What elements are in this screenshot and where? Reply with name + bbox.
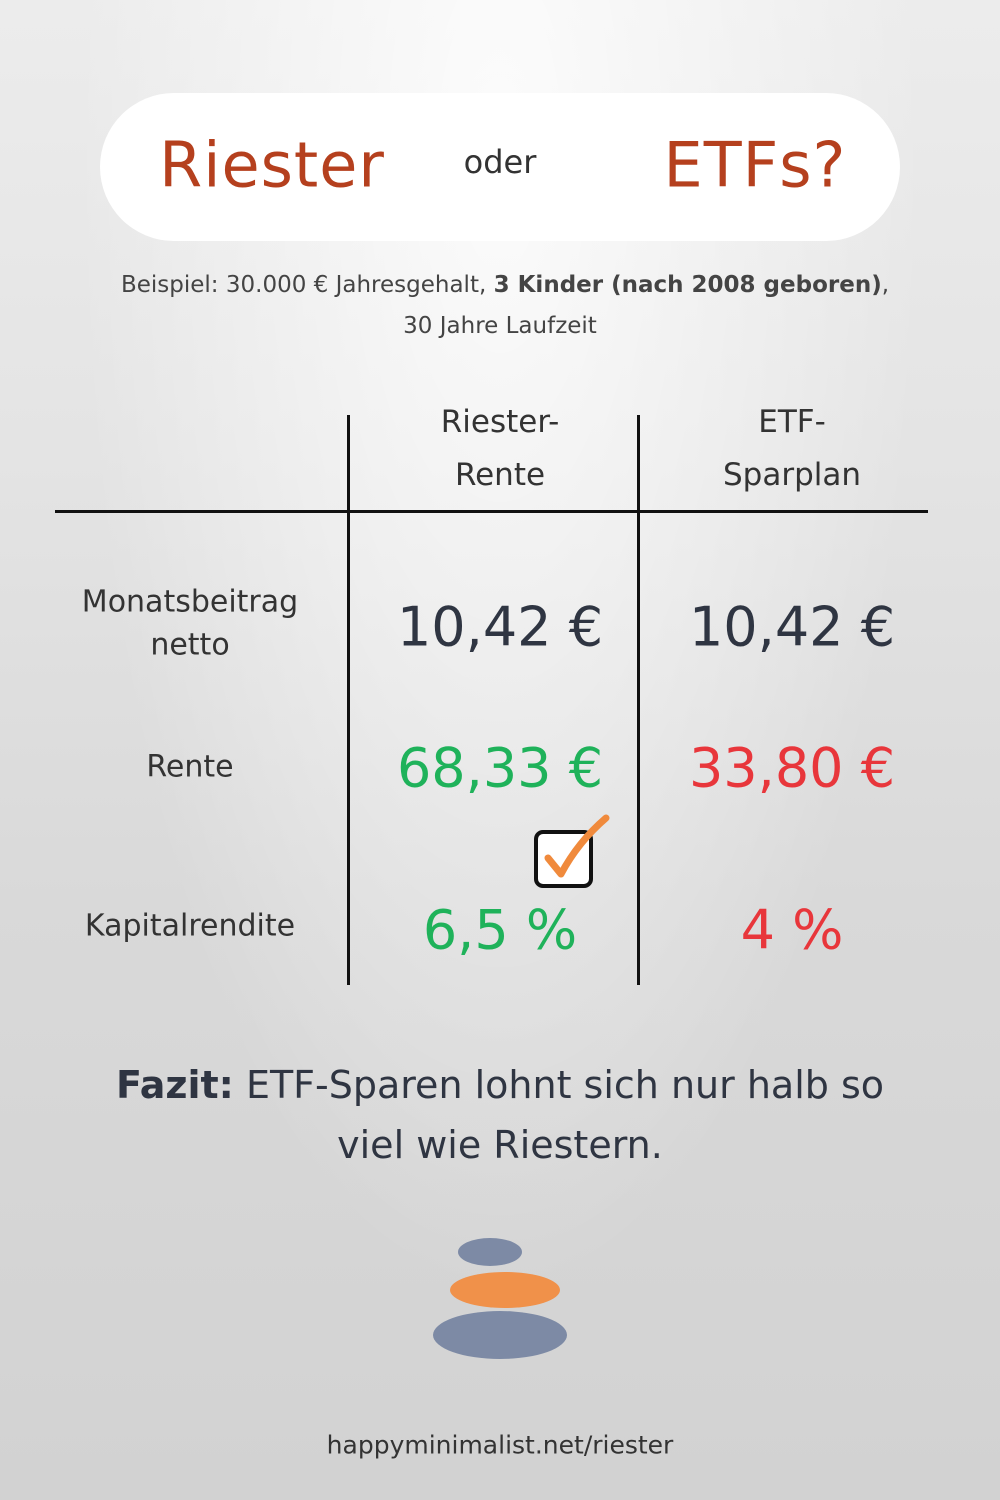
row-label: Monatsbeitrag xyxy=(81,584,299,620)
table-divider xyxy=(347,415,350,985)
title-left: Riester xyxy=(159,128,385,202)
column-header: Sparplan xyxy=(722,457,862,493)
stones-logo xyxy=(433,1238,567,1359)
subtitle-bold: 3 Kinder (nach 2008 geboren) xyxy=(493,272,882,298)
table-divider xyxy=(637,415,640,985)
cell-value: 6,5 % xyxy=(422,898,578,962)
footer-url: happyminimalist.net/riester xyxy=(326,1430,674,1460)
subtitle-line: 30 Jahre Laufzeit xyxy=(403,313,597,339)
conclusion: Fazit: ETF-Sparen lohnt sich nur halb so… xyxy=(90,1055,910,1175)
subtitle-text: Beispiel: 30.000 € Jahresgehalt, xyxy=(120,272,494,298)
cell-value: 10,42 € xyxy=(396,595,604,659)
column-header: ETF- xyxy=(758,404,826,440)
column-header: Rente xyxy=(454,457,546,493)
title-pill xyxy=(100,93,900,241)
cell-value: 10,42 € xyxy=(688,595,896,659)
row-label: netto xyxy=(150,627,230,663)
cell-value: 4 % xyxy=(740,898,844,962)
conclusion-text: ETF-Sparen lohnt sich nur halb so viel w… xyxy=(245,1063,885,1167)
title-middle: oder xyxy=(463,143,537,181)
conclusion-label: Fazit: xyxy=(115,1063,234,1107)
cell-value: 68,33 € xyxy=(396,736,604,800)
table-divider xyxy=(55,510,928,513)
row-label: Rente xyxy=(146,749,234,785)
cell-value: 33,80 € xyxy=(688,736,896,800)
column-header: Riester- xyxy=(440,404,560,440)
subtitle-line: Beispiel: 30.000 € Jahresgehalt, 3 Kinde… xyxy=(121,272,889,298)
row-label: Kapitalrendite xyxy=(84,908,296,944)
checkmark-icon xyxy=(534,814,610,888)
title-right: ETFs? xyxy=(663,128,847,202)
subtitle-text: , xyxy=(881,272,890,298)
